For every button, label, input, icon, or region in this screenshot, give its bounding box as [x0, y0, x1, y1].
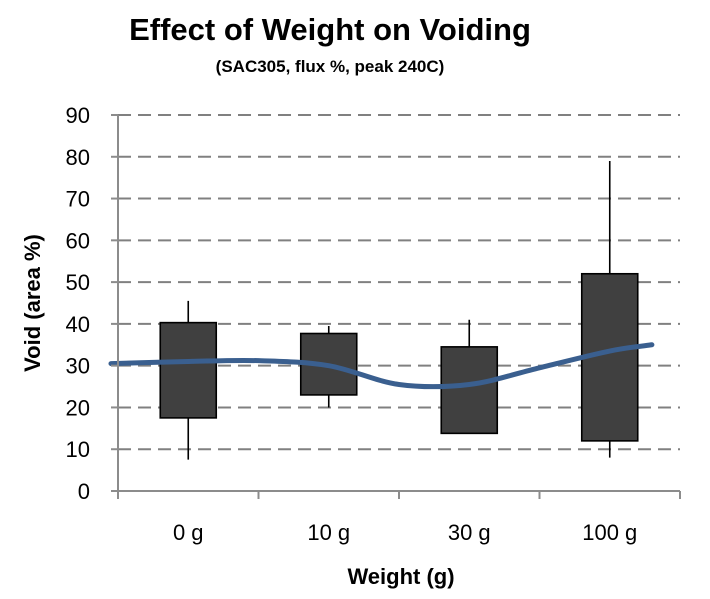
whiskers — [187, 160, 611, 460]
chart-title: Effect of Weight on Voiding — [129, 12, 531, 47]
box-0 — [159, 321, 218, 419]
y-tick-label: 60 — [66, 228, 90, 253]
y-tick-label: 80 — [66, 145, 90, 170]
y-tick-label: 30 — [66, 354, 90, 379]
chart-subtitle: (SAC305, flux %, peak 240C) — [216, 57, 445, 76]
y-axis-label: Void (area %) — [20, 234, 45, 372]
boxes — [159, 272, 639, 442]
x-axis-label: Weight (g) — [347, 564, 454, 589]
axes — [111, 114, 681, 499]
x-tick-label: 10 g — [307, 520, 350, 545]
x-tick-label: 0 g — [173, 520, 204, 545]
y-tick-labels: 0 10 20 30 40 50 60 70 80 90 — [66, 103, 90, 504]
y-tick-label: 10 — [66, 437, 90, 462]
y-tick-label: 0 — [78, 479, 90, 504]
y-tick-label: 50 — [66, 270, 90, 295]
x-tick-label: 100 g — [582, 520, 637, 545]
trend-line — [108, 342, 655, 390]
y-tick-label: 20 — [66, 395, 90, 420]
y-tick-label: 70 — [66, 187, 90, 212]
y-tick-label: 90 — [66, 103, 90, 128]
y-tick-label: 40 — [66, 312, 90, 337]
x-tick-label: 30 g — [448, 520, 491, 545]
x-tick-labels: 0 g 10 g 30 g 100 g — [173, 520, 637, 545]
box-2 — [440, 346, 499, 435]
